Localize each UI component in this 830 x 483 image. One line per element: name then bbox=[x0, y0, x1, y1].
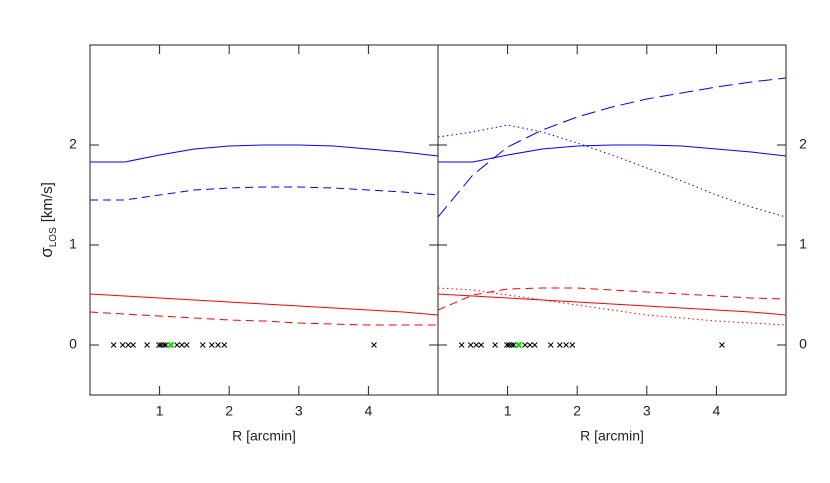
x-tick-label: 3 bbox=[643, 403, 651, 419]
data-point bbox=[527, 342, 533, 348]
data-point bbox=[515, 341, 522, 349]
data-point bbox=[119, 342, 126, 348]
x-tick-label: 4 bbox=[365, 403, 373, 419]
data-point bbox=[563, 342, 569, 348]
series-line bbox=[90, 186, 438, 201]
data-point bbox=[130, 342, 137, 348]
data-point bbox=[371, 342, 377, 348]
x-tick-label: 1 bbox=[504, 403, 512, 419]
y-tick-label: 1 bbox=[799, 236, 807, 252]
data-point bbox=[511, 342, 517, 348]
series-line bbox=[438, 287, 786, 326]
series-line bbox=[438, 144, 786, 163]
data-point bbox=[531, 342, 538, 348]
panel: 1 2 3 4 0 1 2 R [arcmin] σLOS [km/s] bbox=[37, 44, 439, 444]
data-point bbox=[492, 342, 498, 348]
data-point bbox=[163, 342, 169, 348]
y-axis-unit: [km/s] bbox=[39, 182, 56, 222]
data-point bbox=[167, 341, 174, 349]
x-axis-label: R [arcmin] bbox=[580, 428, 644, 444]
series-line bbox=[438, 293, 786, 316]
data-point bbox=[199, 342, 206, 348]
data-point bbox=[556, 342, 563, 348]
data-point bbox=[547, 342, 554, 348]
series-line bbox=[90, 144, 438, 163]
plot-frame bbox=[437, 44, 787, 396]
y-axis-symbol: σ bbox=[37, 247, 56, 258]
y-axis-subscript: LOS bbox=[48, 227, 59, 247]
data-point bbox=[478, 342, 485, 348]
data-point bbox=[174, 342, 180, 348]
y-tick-label: 2 bbox=[69, 136, 77, 152]
data-point bbox=[221, 342, 228, 348]
panel: 1 2 3 4 0 1 2 R [arcmin] bbox=[437, 44, 807, 444]
x-tick-label: 2 bbox=[225, 403, 233, 419]
data-point bbox=[215, 342, 221, 348]
data-point bbox=[160, 342, 167, 348]
data-point bbox=[508, 342, 515, 348]
y-axis-label: σLOS [km/s] bbox=[37, 182, 58, 258]
data-point bbox=[125, 342, 132, 348]
data-point bbox=[504, 342, 510, 348]
data-point bbox=[110, 342, 117, 348]
data-point bbox=[179, 342, 185, 348]
data-point bbox=[467, 342, 474, 348]
data-point bbox=[473, 342, 480, 348]
plot-frame bbox=[89, 44, 439, 396]
series-line bbox=[438, 124, 786, 218]
x-tick-label: 3 bbox=[295, 403, 303, 419]
data-point bbox=[522, 342, 528, 348]
series-line bbox=[90, 311, 438, 326]
data-point bbox=[719, 342, 725, 348]
x-axis-label: R [arcmin] bbox=[232, 428, 296, 444]
data-point bbox=[156, 342, 162, 348]
y-tick-label: 1 bbox=[69, 236, 77, 252]
data-point bbox=[183, 342, 190, 348]
x-tick-label: 1 bbox=[156, 403, 164, 419]
data-point bbox=[458, 342, 465, 348]
series-line bbox=[438, 287, 786, 311]
data-point bbox=[144, 342, 150, 348]
series-line bbox=[90, 293, 438, 316]
data-point bbox=[569, 342, 576, 348]
series-line bbox=[438, 77, 786, 218]
x-tick-label: 2 bbox=[573, 403, 581, 419]
y-tick-label: 0 bbox=[69, 336, 77, 352]
y-tick-label: 0 bbox=[799, 336, 807, 352]
x-tick-label: 4 bbox=[713, 403, 721, 419]
data-point bbox=[208, 342, 215, 348]
y-tick-label: 2 bbox=[799, 136, 807, 152]
